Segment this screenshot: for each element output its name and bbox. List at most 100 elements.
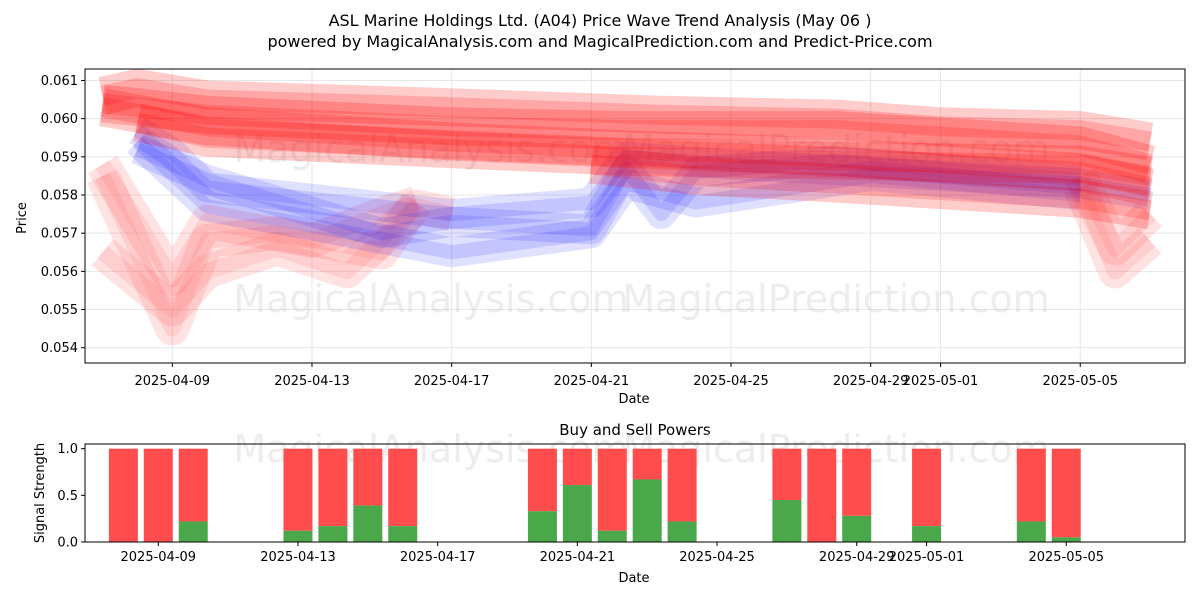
sell-power-bar (772, 448, 802, 500)
pink-wave-band-4 (1072, 172, 1156, 257)
sell-power-bar (527, 448, 557, 512)
bar-y-tick-label: 1.0 (57, 442, 78, 457)
pink-wave-band-3 (1072, 184, 1156, 280)
price-x-tick-label: 2025-04-09 (135, 374, 211, 389)
price-x-tick-label: 2025-04-29 (833, 374, 909, 389)
price-y-tick-label: 0.057 (41, 227, 78, 242)
blue-wave-band-0 (133, 124, 1152, 222)
sell-power-bar (388, 448, 418, 527)
buy-power-bar (318, 526, 348, 542)
buy-power-bar (388, 526, 418, 542)
price-x-tick-label: 2025-04-17 (414, 374, 490, 389)
watermark-text: MagicalPrediction.com (622, 277, 1050, 321)
buy-power-bar (353, 505, 383, 542)
buy-power-bar (772, 500, 802, 542)
chart-subtitle: powered by MagicalAnalysis.com and Magic… (267, 32, 932, 51)
bar-x-tick-label: 2025-04-17 (400, 550, 476, 565)
red-wave-band-2 (99, 88, 1155, 206)
buy-power-bar (912, 526, 942, 542)
sell-power-bar (912, 448, 942, 527)
red-wave-band-1 (100, 84, 1156, 183)
buy-power-bar (178, 521, 208, 542)
red-wave-band-3 (133, 103, 1154, 195)
sell-power-bar (178, 448, 208, 522)
bar-y-tick-label: 0.0 (57, 536, 78, 551)
blue-wave-band-1 (127, 130, 1082, 268)
buy-power-bar (1016, 521, 1046, 542)
sell-power-bar (667, 448, 697, 522)
bar-x-tick-label: 2025-04-13 (260, 550, 336, 565)
price-y-tick-label: 0.054 (41, 341, 78, 356)
buy-power-bar (527, 511, 557, 542)
pink-wave-band-1 (87, 168, 431, 346)
bar-x-tick-label: 2025-05-01 (889, 550, 965, 565)
sell-power-bar (1016, 448, 1046, 522)
buy-power-bar (597, 530, 627, 542)
chart-title: ASL Marine Holdings Ltd. (A04) Price Wav… (329, 11, 872, 30)
price-y-tick-label: 0.056 (41, 265, 78, 280)
buy-power-bar (632, 479, 662, 542)
price-x-tick-label: 2025-04-25 (693, 374, 769, 389)
bar-x-tick-label: 2025-04-29 (819, 550, 895, 565)
blue-wave-band-0 (129, 117, 1153, 230)
pink-wave-band-2 (87, 155, 423, 296)
pink-wave-band-2 (95, 160, 420, 287)
price-wave-plot: MagicalAnalysis.comMagicalAnalysis.comMa… (41, 68, 1186, 389)
red-wave-band-0 (98, 69, 1154, 161)
sell-power-bar (562, 448, 592, 486)
price-x-tick-label: 2025-05-05 (1042, 374, 1118, 389)
bar-chart-title: Buy and Sell Powers (559, 421, 711, 439)
buy-power-bar (667, 521, 697, 542)
price-y-axis-label: Price (15, 202, 30, 234)
price-x-tick-label: 2025-04-21 (554, 374, 630, 389)
pink-wave-band-0 (97, 198, 454, 318)
watermark-text: MagicalPrediction.com (622, 127, 1050, 171)
price-y-tick-label: 0.059 (41, 150, 78, 165)
sell-power-bar (353, 448, 383, 506)
red-wave-band-1 (101, 93, 1153, 175)
sell-power-bar (632, 448, 662, 480)
bar-x-tick-label: 2025-04-25 (679, 550, 755, 565)
price-x-tick-label: 2025-04-13 (274, 374, 350, 389)
red-wave-band-3 (135, 112, 1152, 186)
bar-x-tick-label: 2025-05-05 (1028, 550, 1104, 565)
price-y-tick-label: 0.061 (41, 74, 78, 89)
sell-power-bar (108, 448, 138, 542)
blue-wave-band-2 (131, 135, 1082, 249)
pink-wave-band-1 (95, 172, 424, 337)
sell-power-bar (318, 448, 348, 527)
buy-sell-plot-frame (84, 443, 1186, 543)
price-y-tick-label: 0.055 (41, 303, 78, 318)
sell-power-bar (842, 448, 872, 516)
blue-wave-band-2 (134, 142, 1081, 241)
pink-wave-band-0 (91, 189, 456, 327)
buy-sell-plot: MagicalAnalysis.comMagicalPrediction.com… (57, 427, 1186, 565)
watermark-text: MagicalAnalysis.com (233, 127, 628, 171)
price-y-tick-label: 0.060 (41, 112, 78, 127)
price-x-tick-label: 2025-05-01 (903, 374, 979, 389)
bar-y-axis-label: Signal Strength (33, 443, 48, 543)
price-x-axis-label: Date (618, 392, 649, 407)
buy-power-bar (1051, 537, 1081, 542)
red-wave-band-4 (590, 154, 1152, 221)
sell-power-bar (143, 448, 173, 542)
blue-wave-band-1 (132, 136, 1081, 260)
buy-power-bar (283, 530, 313, 542)
sell-power-bar (1051, 448, 1081, 538)
pink-wave-band-4 (1064, 168, 1163, 266)
pink-wave-band-3 (1064, 180, 1162, 289)
price-plot-frame (84, 68, 1186, 364)
sell-power-bar (597, 448, 627, 531)
bar-y-tick-label: 0.5 (57, 489, 78, 504)
watermark-text: MagicalAnalysis.com (233, 277, 628, 321)
sell-power-bar (807, 448, 837, 542)
bar-x-tick-label: 2025-04-21 (540, 550, 616, 565)
sell-power-bar (283, 448, 313, 531)
price-y-tick-label: 0.058 (41, 189, 78, 204)
bar-x-tick-label: 2025-04-09 (121, 550, 197, 565)
red-wave-band-2 (100, 97, 1153, 198)
red-wave-band-0 (100, 78, 1152, 152)
buy-power-bar (562, 485, 592, 542)
